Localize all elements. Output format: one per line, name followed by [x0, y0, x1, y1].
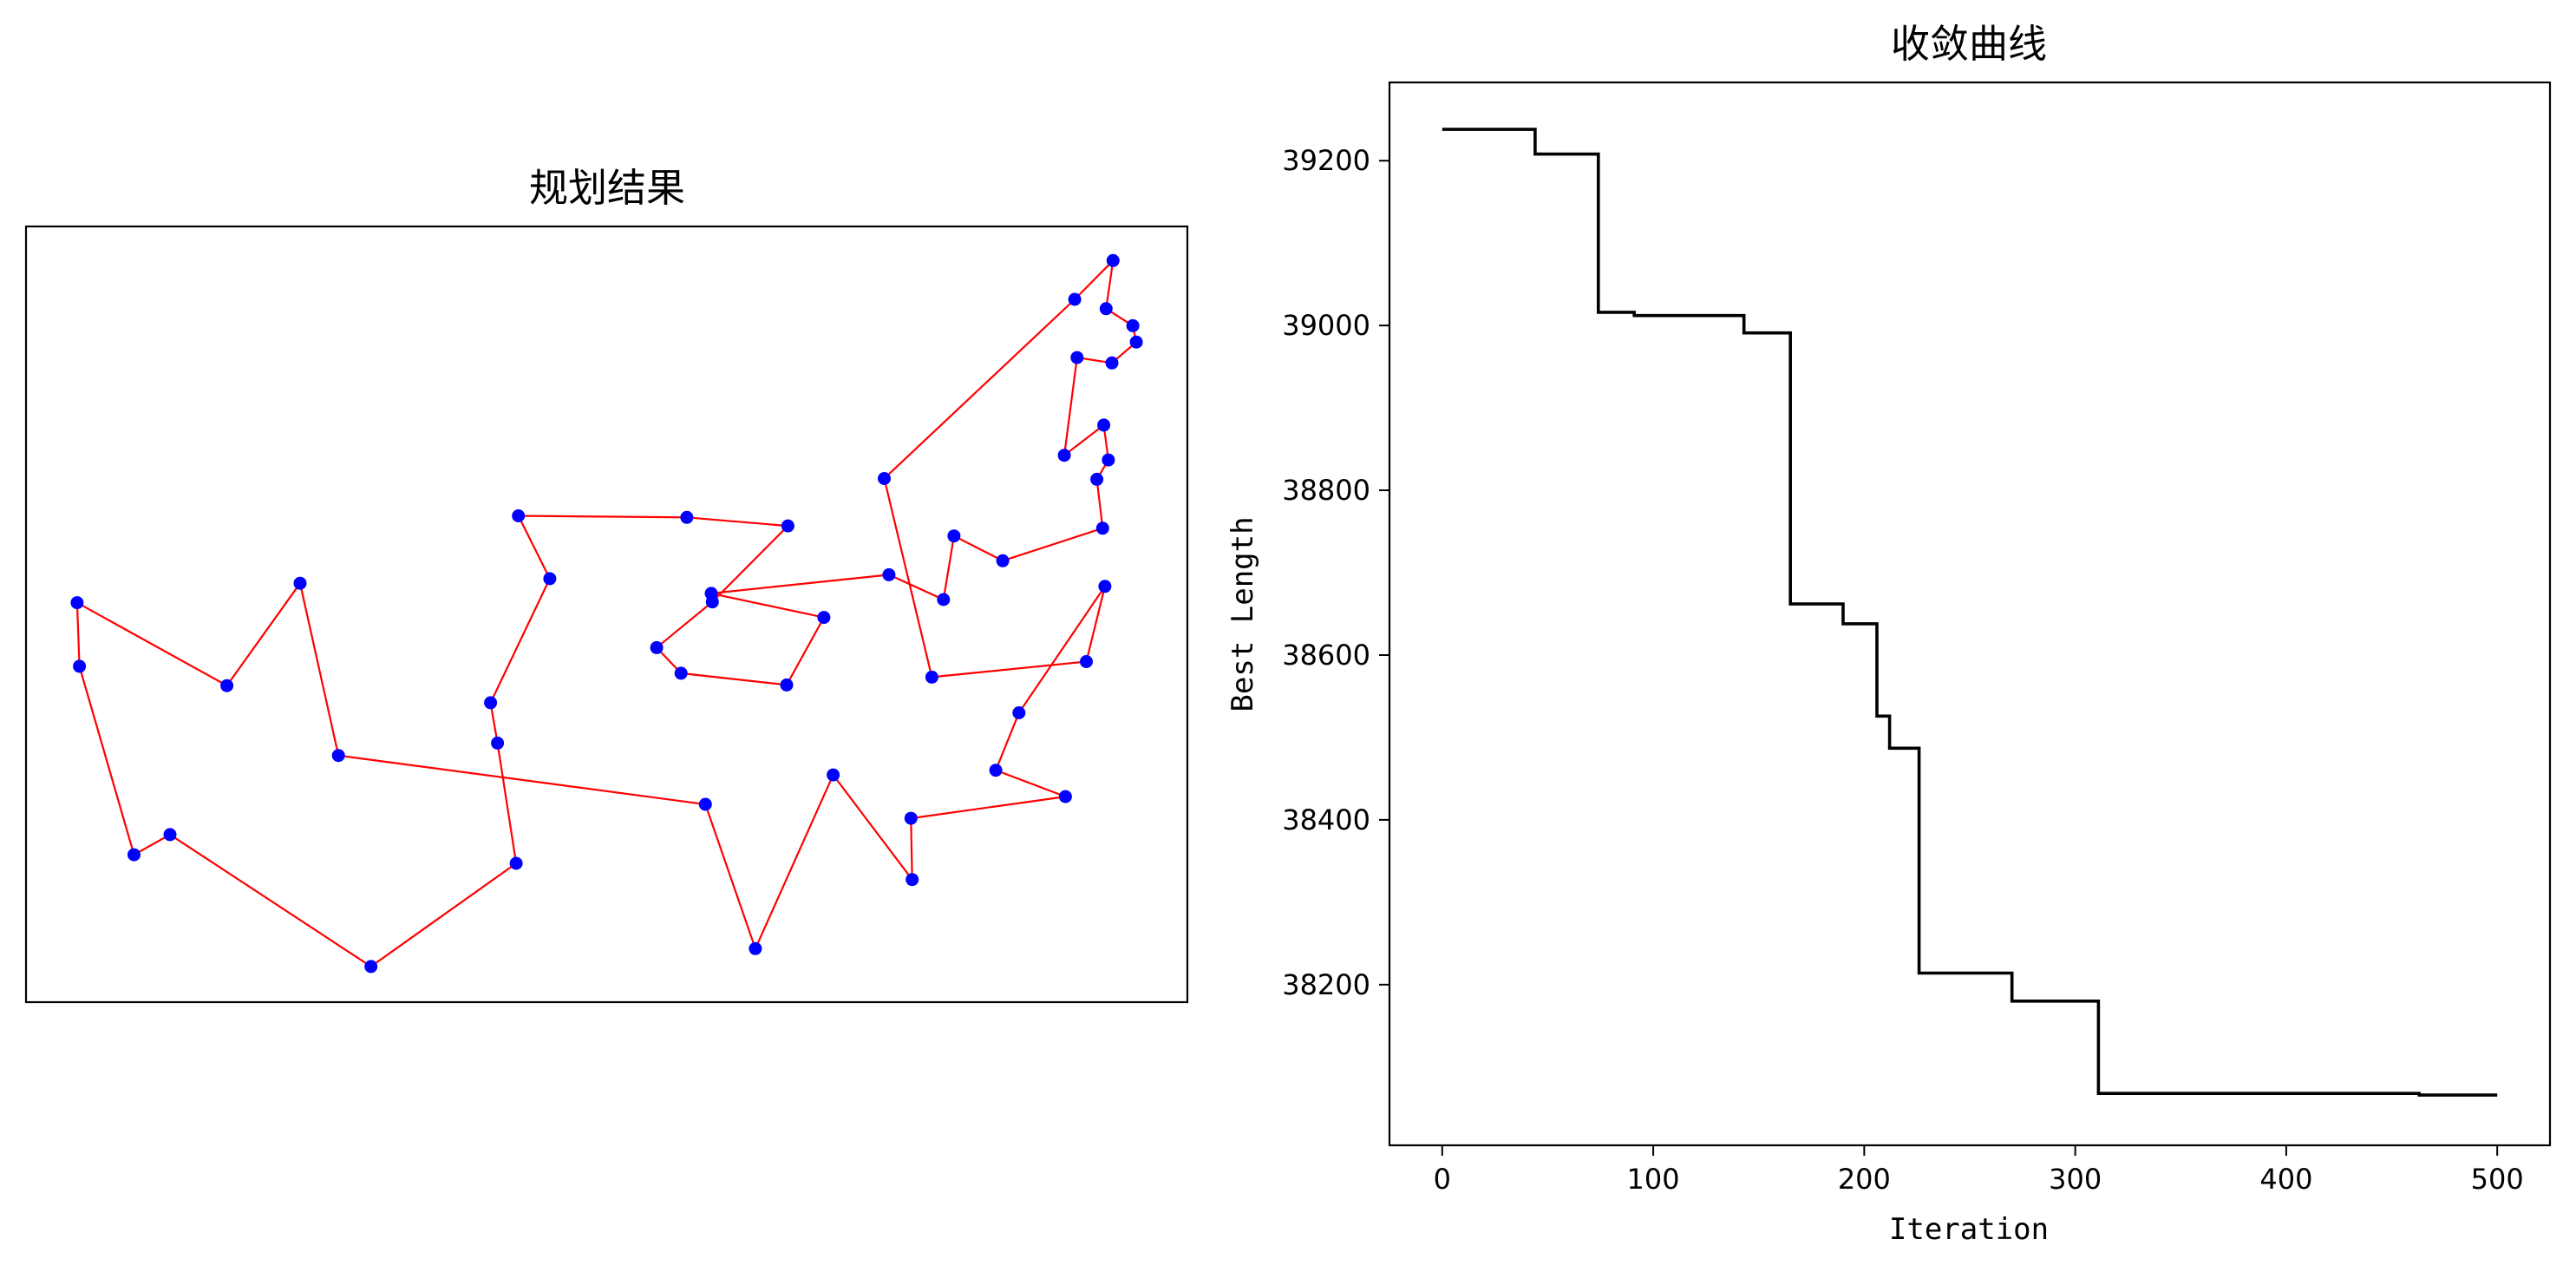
city-point — [1102, 453, 1115, 467]
city-point — [127, 848, 141, 862]
city-point — [1105, 356, 1119, 370]
city-point — [293, 576, 307, 590]
city-point — [906, 873, 919, 887]
city-point — [1098, 580, 1112, 593]
city-point — [484, 696, 498, 710]
city-point — [1129, 335, 1143, 349]
city-point — [947, 529, 961, 543]
x-tick-label: 100 — [1627, 1163, 1680, 1196]
y-tick-label: 39000 — [1282, 309, 1370, 342]
city-point — [680, 510, 694, 524]
city-point — [73, 659, 87, 673]
city-point — [996, 554, 1010, 567]
route-plot: 规划结果 — [24, 165, 1189, 1004]
city-point — [1080, 655, 1093, 668]
city-point — [1126, 318, 1140, 332]
x-tick-label: 0 — [1434, 1163, 1451, 1196]
y-axis-label: Best Length — [1226, 516, 1260, 711]
city-point — [674, 666, 688, 680]
x-tick-label: 200 — [1838, 1163, 1891, 1196]
convergence-plot-frame — [1388, 81, 2552, 1147]
city-point — [491, 736, 505, 750]
city-point — [512, 509, 526, 522]
convergence-line-layer — [1442, 128, 2498, 1097]
city-point — [509, 856, 523, 870]
route-plot-frame — [24, 225, 1189, 1004]
y-tick-label: 38200 — [1282, 968, 1370, 1001]
x-tick-label: 300 — [2049, 1163, 2102, 1196]
x-tick-label: 500 — [2471, 1163, 2524, 1196]
route-plot-title: 规划结果 — [529, 165, 685, 211]
city-point — [878, 472, 891, 485]
city-point — [1070, 351, 1084, 364]
city-point — [882, 567, 896, 581]
city-point — [1099, 302, 1113, 316]
y-tick-label: 39200 — [1282, 144, 1370, 177]
city-point — [817, 611, 831, 625]
city-point — [781, 519, 794, 533]
best-length-line — [1442, 128, 2498, 1097]
city-point — [1068, 292, 1082, 306]
route-layer — [70, 253, 1143, 974]
city-point — [1095, 521, 1109, 535]
city-point — [698, 797, 712, 811]
city-point — [749, 941, 762, 955]
convergence-ticks: 0 100 200 300 400 500 38200 38400 38600 38800 3900… — [1282, 144, 2524, 1196]
city-point — [70, 596, 84, 610]
city-point — [989, 764, 1003, 777]
city-point — [543, 572, 557, 586]
x-axis-label: Iteration — [1889, 1212, 2049, 1247]
city-point — [650, 640, 664, 654]
city-point — [925, 670, 938, 684]
city-point — [1106, 253, 1120, 267]
city-point — [331, 749, 345, 763]
city-point — [1012, 706, 1026, 719]
city-point — [827, 768, 840, 782]
y-tick-label: 38400 — [1282, 803, 1370, 836]
city-point — [937, 593, 951, 606]
city-point — [780, 678, 794, 692]
x-tick-label: 400 — [2259, 1163, 2312, 1196]
city-point — [364, 960, 378, 974]
y-tick-label: 38800 — [1282, 474, 1370, 507]
city-point — [220, 679, 234, 692]
convergence-plot-title: 收敛曲线 — [1891, 21, 2047, 67]
city-point — [1057, 449, 1071, 462]
city-point — [163, 828, 177, 842]
city-point — [904, 811, 918, 825]
city-point — [1097, 418, 1111, 432]
y-tick-label: 38600 — [1282, 639, 1370, 672]
city-point — [1090, 472, 1104, 486]
convergence-plot: 收敛曲线 0 100 200 300 400 500 38200 38400 38600 3880… — [1226, 21, 2552, 1247]
city-point — [705, 595, 719, 609]
city-point — [1058, 790, 1072, 803]
